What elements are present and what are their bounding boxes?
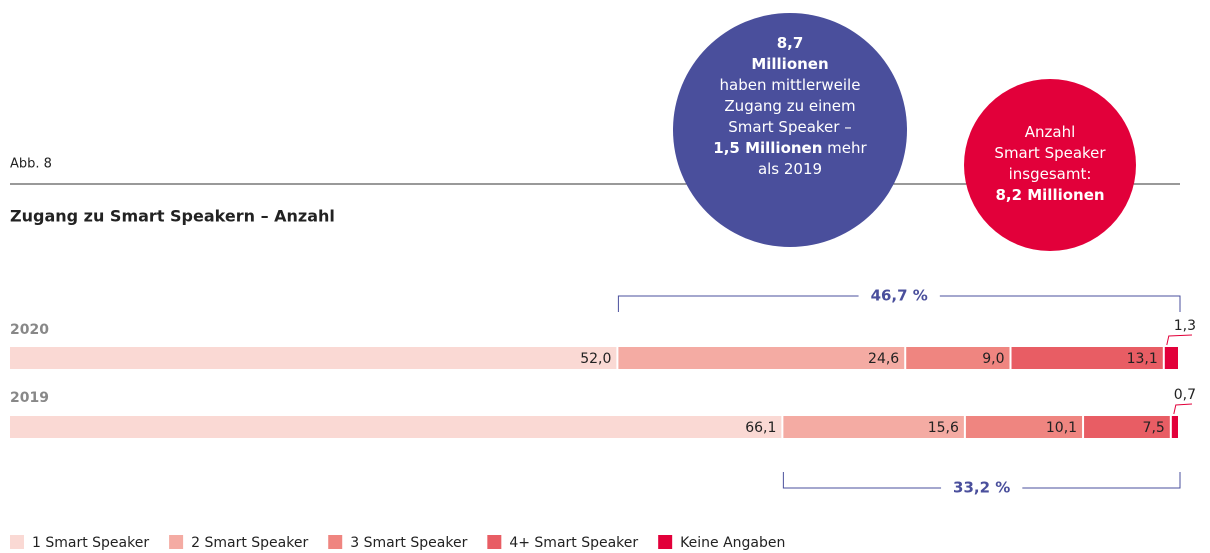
bubble-text-run: 1,5 Millionen [713, 139, 822, 157]
bubble-text-run: 8,7 [777, 34, 804, 52]
bar-segment [906, 347, 1010, 369]
bar-segment [1011, 347, 1163, 369]
value-label: 1,3 [1174, 318, 1196, 334]
category-label: 2020 [10, 322, 49, 338]
bubble-text-run: haben mittlerweile [720, 76, 861, 94]
bar-segment [965, 416, 1083, 438]
value-label: 10,1 [1046, 420, 1077, 436]
bubble-text: 1,5 Millionen mehr [713, 139, 867, 157]
legend-label: 2 Smart Speaker [191, 535, 308, 551]
bubble-text: haben mittlerweile [720, 76, 861, 94]
bubble-text: Zugang zu einem [724, 97, 855, 115]
bubble-text: 8,2 Millionen [995, 186, 1104, 204]
bubble-text: insgesamt: [1009, 165, 1092, 183]
bubble-text-run: insgesamt: [1009, 165, 1092, 183]
legend-swatch [487, 535, 502, 549]
bubble-text-run: 8,2 Millionen [995, 186, 1104, 204]
value-label: 24,6 [868, 351, 899, 367]
bubble-text-run: mehr [822, 139, 867, 157]
bracket-line [782, 472, 1181, 489]
bracket-line [617, 295, 1181, 312]
legend-label: 3 Smart Speaker [350, 535, 467, 551]
bar-segment [618, 347, 905, 369]
bar-segment [783, 416, 964, 438]
bubble-text: als 2019 [758, 160, 822, 178]
leader-line [1166, 334, 1193, 346]
legend-swatch [169, 535, 184, 549]
value-label: 13,1 [1127, 351, 1158, 367]
bracket [782, 472, 1181, 489]
bar-segment [10, 416, 782, 438]
bubble-text-run: Smart Speaker [994, 144, 1106, 162]
bar-segment [1171, 416, 1178, 438]
bubble-text-run: Millionen [751, 55, 828, 73]
bar-segment [1084, 416, 1170, 438]
bracket [617, 295, 1181, 312]
bubble-text: Millionen [751, 55, 828, 73]
value-label: 0,7 [1174, 387, 1196, 403]
value-label: 15,6 [928, 420, 959, 436]
value-label: 52,0 [580, 351, 611, 367]
bubble-text: Smart Speaker – [728, 118, 851, 136]
chart-title: Zugang zu Smart Speakern – Anzahl [10, 207, 335, 226]
leader-line [1173, 403, 1193, 415]
bubble-text: 8,7 [777, 34, 804, 52]
bracket-label: 33,2 % [953, 479, 1010, 497]
bar-segment [10, 347, 617, 369]
value-label: 9,0 [982, 351, 1004, 367]
figure-label: Abb. 8 [10, 157, 52, 172]
legend-label: 4+ Smart Speaker [509, 535, 638, 551]
bubble-text: Smart Speaker [994, 144, 1106, 162]
bubble-text-run: Zugang zu einem [724, 97, 855, 115]
legend-swatch [328, 535, 343, 549]
value-label: 66,1 [745, 420, 776, 436]
bubble-text-run: Anzahl [1025, 123, 1076, 141]
value-label: 7,5 [1143, 420, 1165, 436]
legend-swatch [658, 535, 673, 549]
bubble [964, 79, 1136, 251]
legend-label: Keine Angaben [680, 535, 785, 551]
legend-swatch [10, 535, 24, 549]
bar-segment [1164, 347, 1178, 369]
legend-label: 1 Smart Speaker [32, 535, 149, 551]
bracket-label: 46,7 % [871, 287, 928, 305]
category-label: 2019 [10, 390, 49, 406]
bubble-text: Anzahl [1025, 123, 1076, 141]
bubble-text-run: Smart Speaker – [728, 118, 851, 136]
bubble [673, 13, 907, 247]
bubble-text-run: als 2019 [758, 160, 822, 178]
